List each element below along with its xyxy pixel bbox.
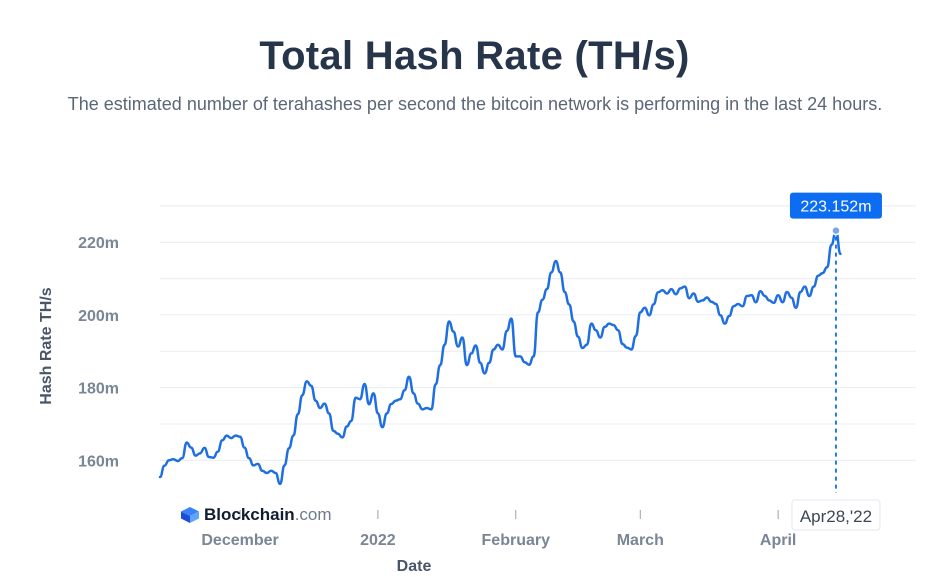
chart-title: Total Hash Rate (TH/s) <box>259 34 690 78</box>
x-tick-label: 2022 <box>360 532 396 549</box>
x-tick-label: March <box>617 532 664 549</box>
x-tick-label: February <box>482 532 551 549</box>
hover-point[interactable] <box>831 225 841 236</box>
y-tick-label: 220m <box>78 235 119 252</box>
date-tooltip-box <box>791 499 881 531</box>
brand-name: Blockchain <box>204 505 295 524</box>
x-axis-label: Date <box>397 558 432 575</box>
x-axis-ticks: December 2022 February March April <box>201 510 796 549</box>
y-axis-ticks: 160m 180m 200m 220m <box>78 235 119 470</box>
y-tick-label: 180m <box>78 381 119 398</box>
value-tooltip-text: 223.152m <box>800 199 871 216</box>
y-tick-label: 200m <box>78 308 119 325</box>
x-tick-label: April <box>760 532 796 549</box>
y-axis-label: Hash Rate TH/s <box>38 287 55 404</box>
blockchain-logo-icon <box>181 507 199 523</box>
x-tick-label: December <box>201 532 278 549</box>
grid-lines <box>160 205 916 461</box>
chart-subtitle: The estimated number of terahashes per s… <box>67 94 883 114</box>
date-tooltip: Apr28,'22 <box>791 499 881 531</box>
hash-rate-line[interactable] <box>158 229 842 486</box>
brand-tld: .com <box>294 505 332 524</box>
date-tooltip-text: Apr28,'22 <box>800 507 872 526</box>
value-tooltip: 223.152m <box>789 192 882 219</box>
value-tooltip-box <box>789 192 882 219</box>
blockchain-wordmark: Blockchain .com <box>180 505 332 525</box>
y-tick-label: 160m <box>78 453 119 470</box>
